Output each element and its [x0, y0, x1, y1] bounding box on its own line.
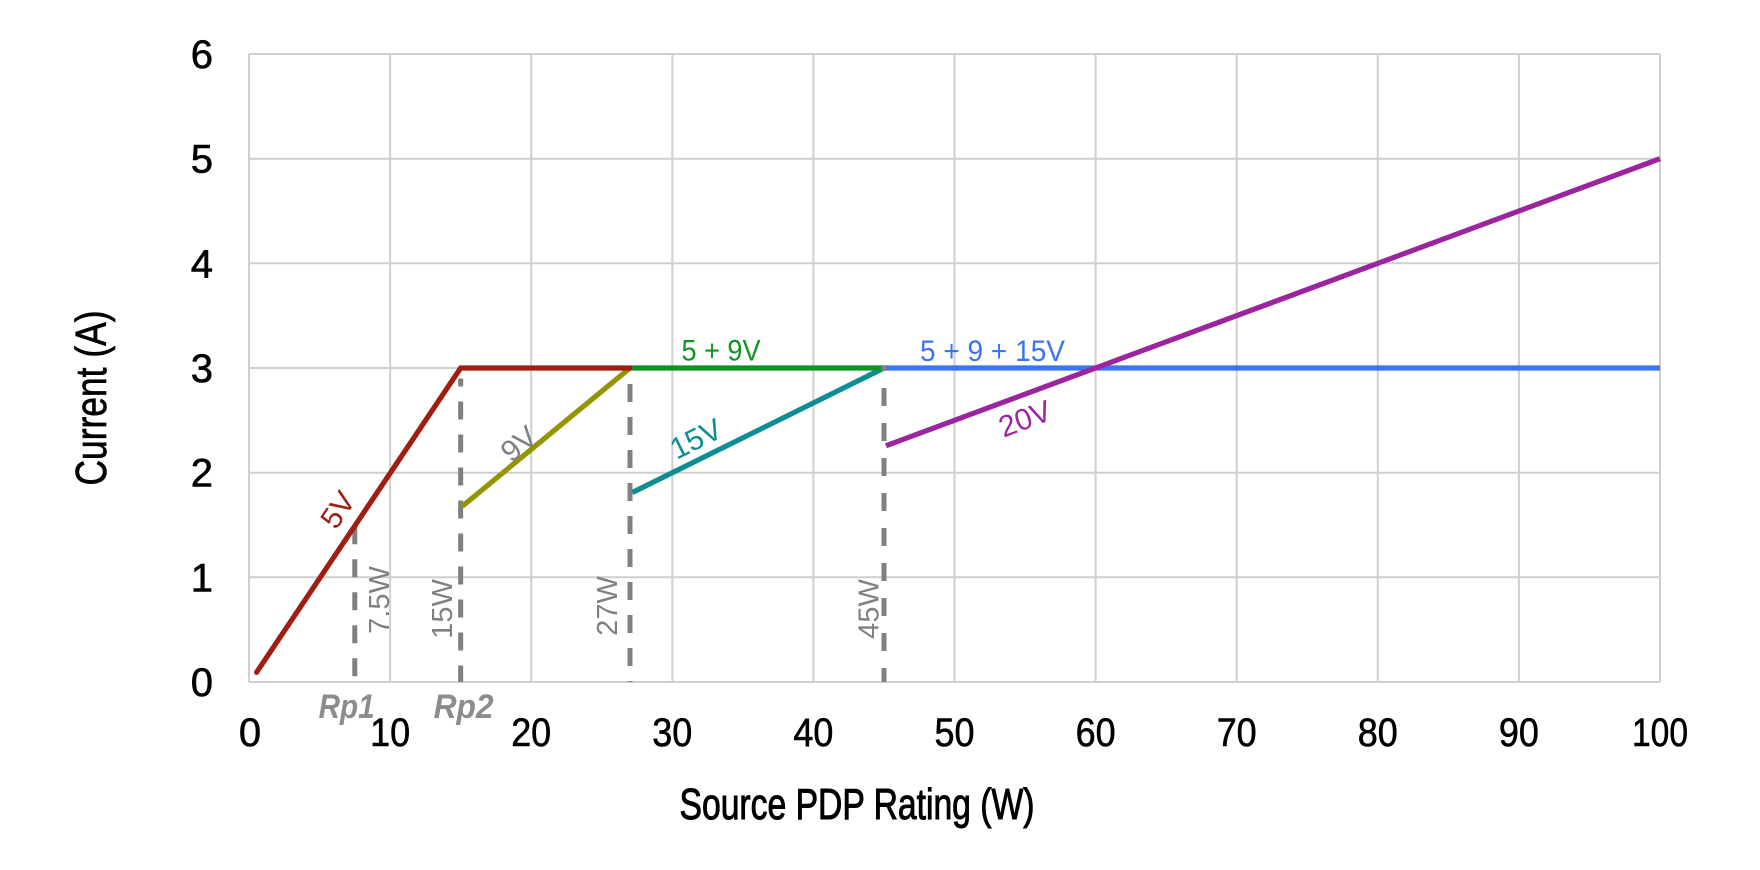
svg-text:0: 0 [239, 711, 261, 755]
svg-text:0: 0 [191, 661, 213, 705]
svg-text:4: 4 [191, 242, 213, 286]
svg-text:7.5W: 7.5W [364, 566, 396, 634]
svg-text:45W: 45W [854, 579, 886, 639]
svg-text:5 + 9V: 5 + 9V [682, 335, 761, 368]
svg-text:27W: 27W [592, 576, 624, 636]
svg-text:70: 70 [1217, 711, 1257, 755]
svg-text:60: 60 [1076, 711, 1116, 755]
svg-text:Current (A): Current (A) [67, 311, 116, 486]
svg-text:Rp2: Rp2 [434, 688, 494, 726]
svg-text:6: 6 [191, 33, 213, 77]
svg-text:15W: 15W [427, 579, 459, 639]
svg-text:80: 80 [1358, 711, 1398, 755]
svg-text:3: 3 [191, 347, 213, 391]
svg-text:100: 100 [1632, 711, 1688, 755]
svg-text:5 + 9 + 15V: 5 + 9 + 15V [920, 335, 1065, 368]
svg-text:90: 90 [1499, 711, 1539, 755]
svg-text:50: 50 [935, 711, 975, 755]
svg-text:40: 40 [793, 711, 833, 755]
svg-text:30: 30 [652, 711, 692, 755]
svg-text:Source PDP Rating (W): Source PDP Rating (W) [680, 780, 1035, 829]
svg-text:2: 2 [191, 452, 213, 496]
svg-text:20: 20 [511, 711, 551, 755]
svg-text:10: 10 [370, 711, 410, 755]
svg-text:1: 1 [191, 556, 213, 600]
svg-text:5: 5 [191, 138, 213, 182]
svg-text:Rp1: Rp1 [319, 688, 375, 726]
